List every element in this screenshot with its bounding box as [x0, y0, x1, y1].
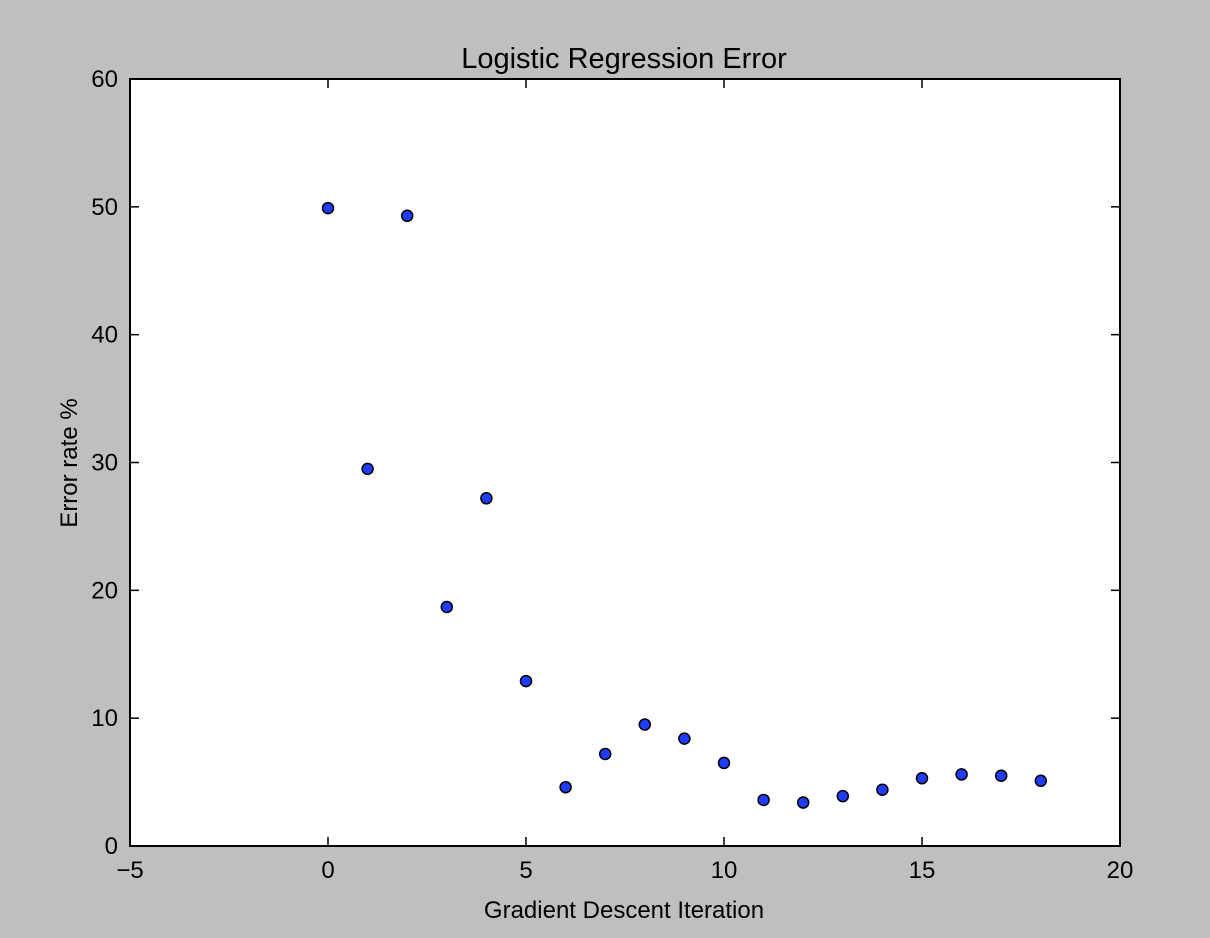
data-point [440, 600, 454, 614]
data-point [519, 674, 533, 688]
y-tick-label: 0 [105, 833, 118, 860]
data-point [876, 783, 889, 797]
data-point [559, 780, 572, 794]
data-point [361, 462, 374, 476]
points-layer [321, 201, 1048, 809]
y-tick-label: 50 [91, 194, 118, 221]
x-axis-title: Gradient Descent Iteration [484, 897, 764, 924]
data-point [796, 796, 810, 809]
data-point [836, 789, 850, 803]
y-tick-label: 30 [91, 450, 118, 477]
data-point [994, 769, 1008, 782]
x-tick-label: 15 [909, 857, 936, 884]
x-tick-label: 20 [1107, 857, 1134, 884]
data-point [915, 771, 929, 785]
data-point [955, 768, 968, 781]
data-point [321, 201, 335, 215]
data-point [598, 747, 612, 761]
data-point [480, 492, 493, 505]
x-tick-label: 0 [321, 857, 334, 884]
x-tick-label: 10 [711, 857, 738, 884]
data-point [717, 756, 731, 770]
y-tick-label: 10 [91, 705, 118, 732]
data-point [638, 718, 652, 731]
data-point [400, 209, 414, 223]
data-point [678, 732, 691, 745]
chart-title: Logistic Regression Error [461, 43, 787, 75]
data-point [757, 793, 770, 807]
x-tick-label: 5 [519, 857, 532, 884]
plot-area [129, 78, 1121, 847]
data-point [1034, 774, 1048, 788]
x-tick-label: −5 [116, 857, 143, 884]
y-tick-label: 40 [91, 322, 118, 349]
y-tick-label: 20 [91, 577, 118, 604]
y-axis-title: Error rate % [56, 398, 83, 527]
y-tick-label: 60 [91, 66, 118, 93]
